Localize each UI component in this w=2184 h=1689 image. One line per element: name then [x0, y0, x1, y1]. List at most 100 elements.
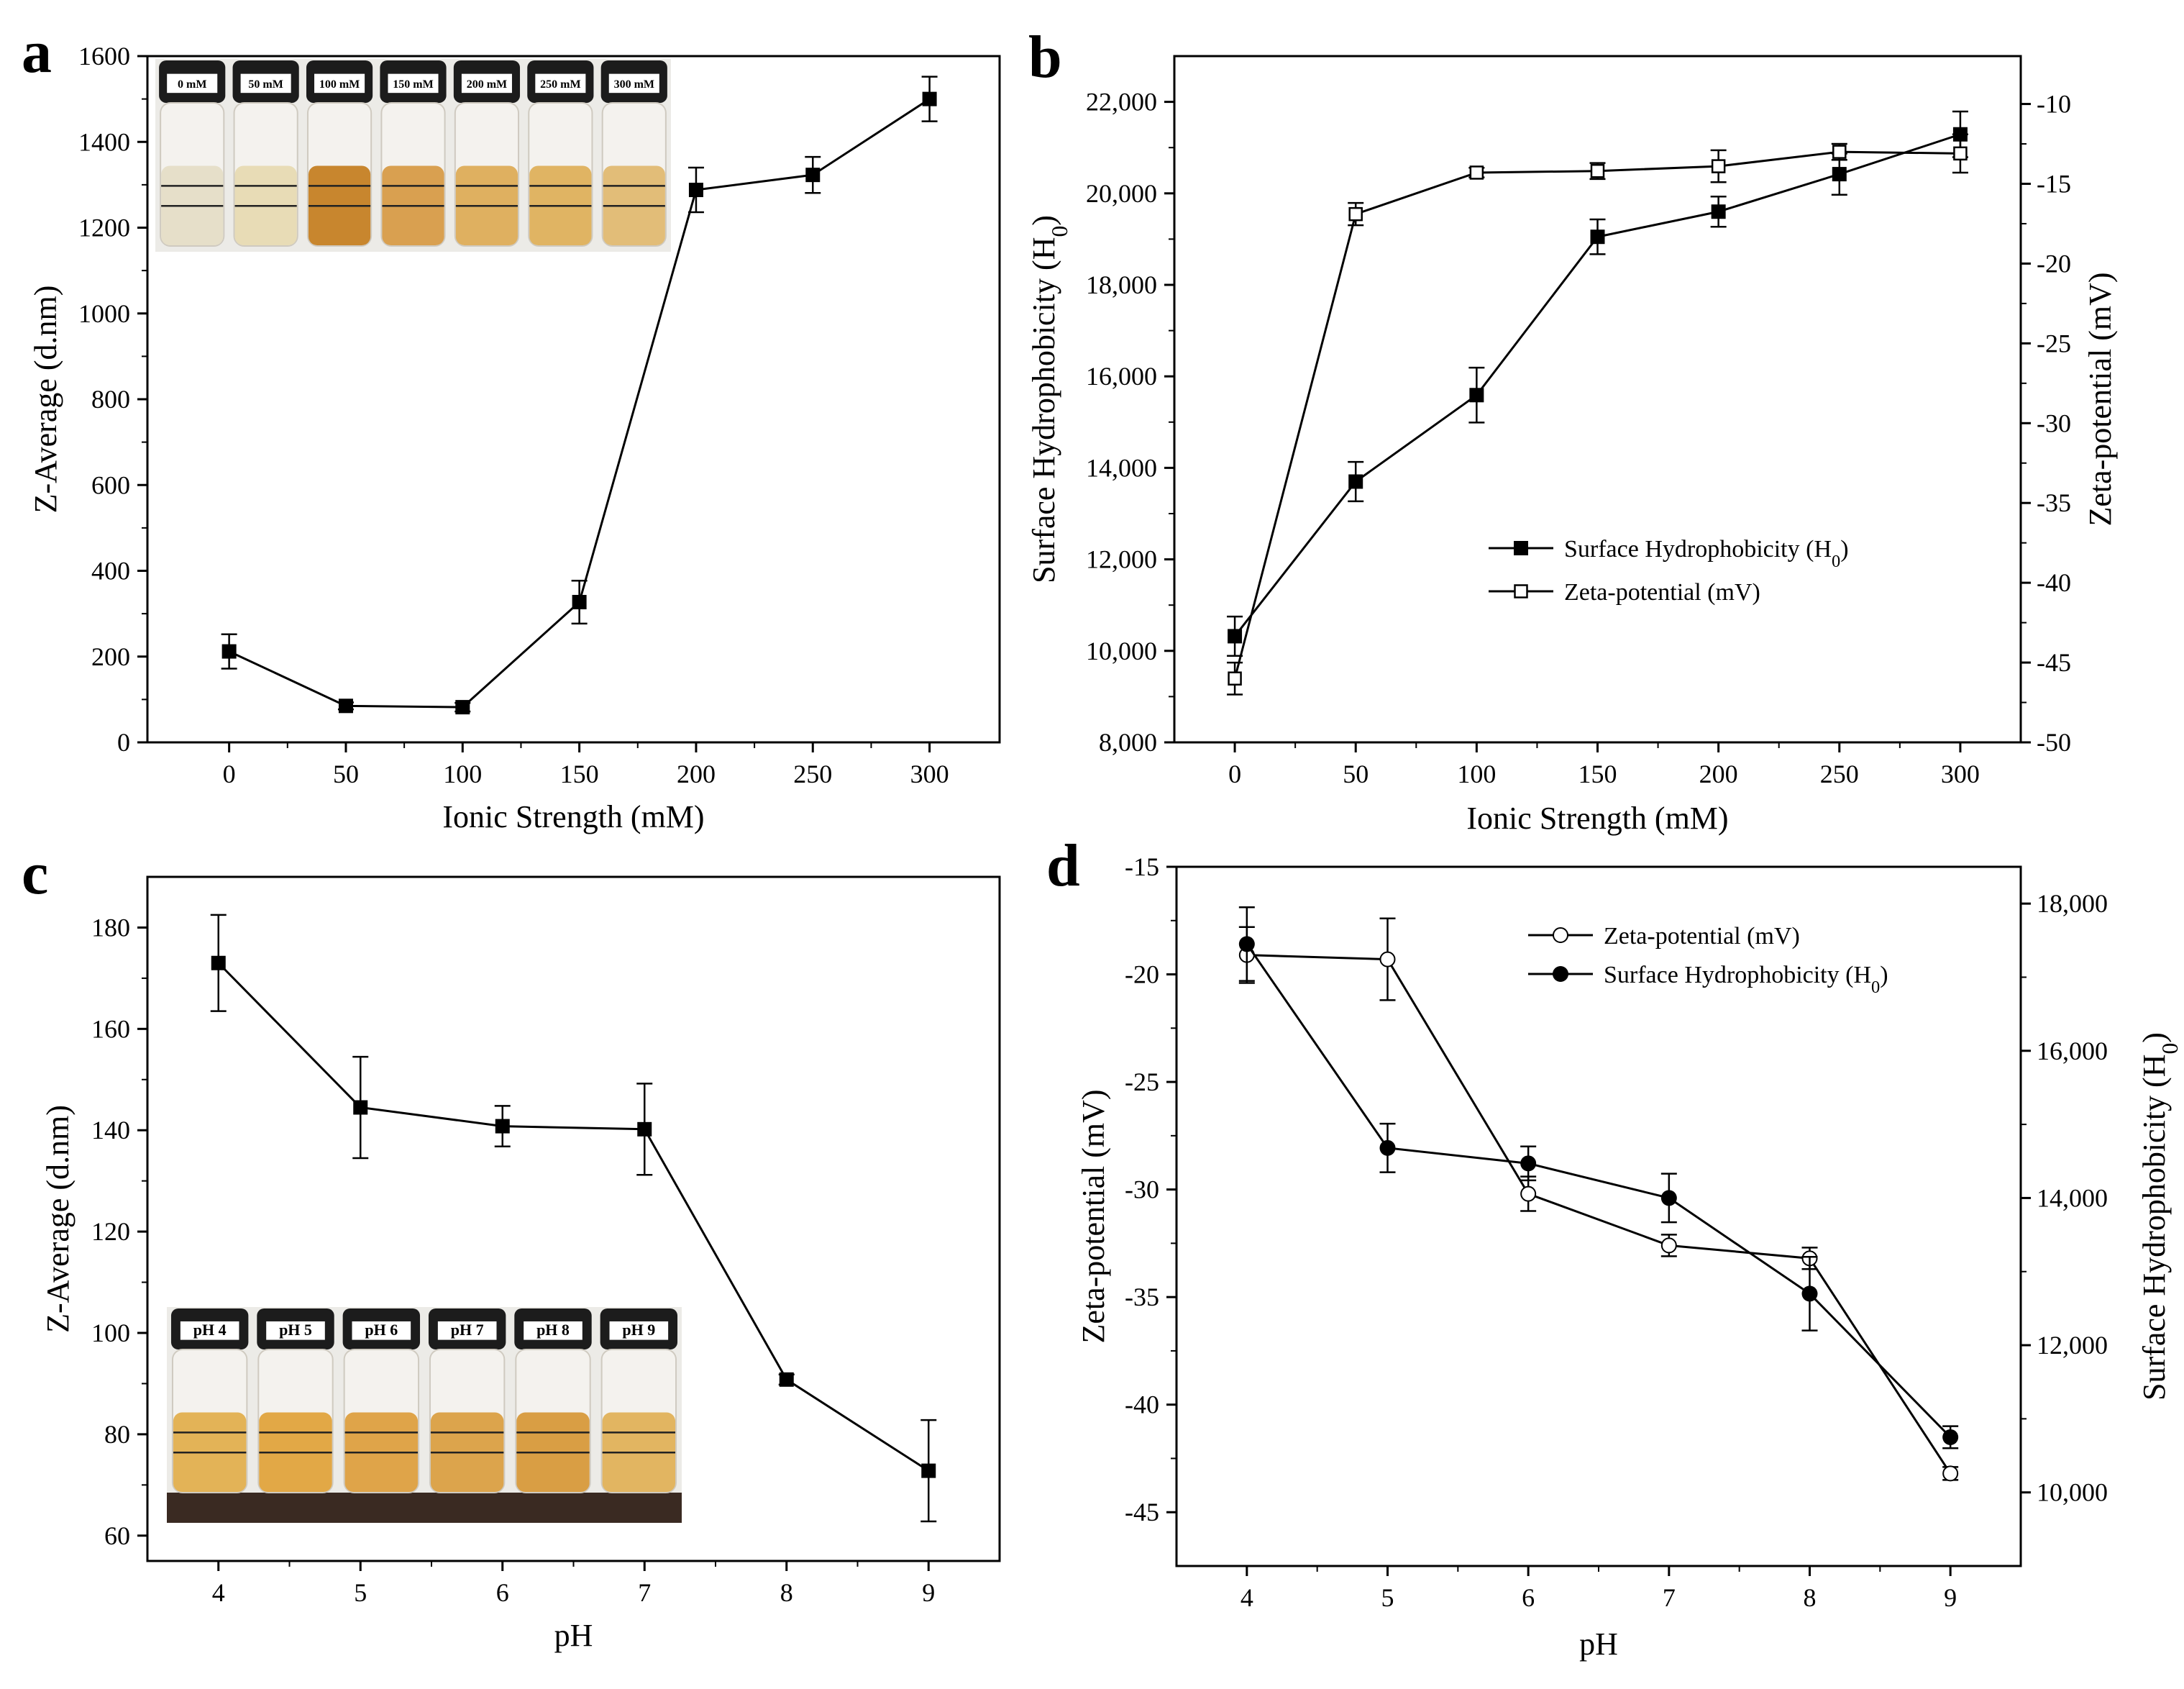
x-tick-label: 250	[1820, 760, 1859, 788]
data-point	[1379, 1139, 1396, 1156]
series-1	[210, 914, 937, 1523]
legend-marker	[1514, 541, 1528, 555]
y-tick-label: 1400	[78, 127, 130, 156]
x-tick-label: 4	[212, 1578, 225, 1607]
label-part: 0	[1047, 226, 1072, 237]
series-1	[1238, 917, 1959, 1482]
y2-tick-label: -20	[2037, 249, 2071, 278]
y2-tick-label: 18,000	[2037, 889, 2108, 918]
vial: 250 mM	[527, 60, 594, 247]
y-tick-label: -20	[1125, 960, 1159, 989]
chart-panel-a: 0 50 100 150 200 250 300 0 200 400 600 800 1000 1200 1…	[28, 42, 1001, 834]
y2-axis-title: Surface Hydrophobicity (H0)	[2137, 1032, 2183, 1401]
y2-tick-label: -25	[2037, 329, 2071, 358]
data-point	[779, 1372, 794, 1387]
vial: 300 mM	[600, 60, 667, 247]
x-tick-label: 6	[496, 1578, 509, 1607]
y-axis-title: Surface Hydrophobicity (H0)	[1026, 215, 1072, 583]
x-tick-label: 100	[1457, 760, 1496, 788]
x-tick-label: 200	[1699, 760, 1738, 788]
legend-marker	[1514, 584, 1528, 598]
y-tick-label: -35	[1125, 1283, 1159, 1311]
y2-tick-label: -35	[2037, 488, 2071, 517]
y2-tick-label: -45	[2037, 648, 2071, 677]
y2-tick-label: 14,000	[2037, 1183, 2108, 1212]
y-tick-label: 8,000	[1099, 728, 1157, 757]
y-tick-label: 180	[91, 913, 130, 942]
vial-label-sticker	[240, 73, 291, 94]
x-tick-label: 4	[1241, 1583, 1253, 1612]
chart-panel-c: 4 5 6 7 8 9 60 80 100 120 140 160 180 pH Z-Average (d.…	[40, 875, 1001, 1653]
panel-letter-d: d	[1046, 832, 1080, 899]
vial: 150 mM	[380, 60, 447, 247]
y2-tick-label: -10	[2037, 90, 2071, 119]
y-tick-label: 140	[91, 1116, 130, 1144]
data-point	[1590, 163, 1605, 178]
x-axis-title: Ionic Strength (mM)	[1466, 801, 1728, 836]
data-point	[1711, 159, 1726, 173]
vial-label: 100 mM	[319, 78, 360, 91]
x-tick-label: 200	[677, 760, 716, 788]
label-part: )	[2137, 1032, 2172, 1043]
y-tick-label: 10,000	[1086, 637, 1157, 665]
data-point	[1228, 629, 1243, 644]
y-tick-label: 16,000	[1086, 362, 1157, 391]
data-point	[1832, 167, 1847, 182]
vial-label: 250 mM	[540, 78, 580, 91]
y-axis-title: Zeta-potential (mV)	[1076, 1089, 1111, 1343]
data-point	[338, 698, 353, 714]
vial: 50 mM	[232, 60, 299, 247]
y-tick-label: 1600	[78, 42, 130, 70]
x-axis-title: pH	[1579, 1626, 1618, 1662]
data-point	[353, 1100, 368, 1115]
y-tick-label: 1200	[78, 214, 130, 242]
y-tick-label: 20,000	[1086, 179, 1157, 208]
data-point	[1469, 165, 1484, 180]
label-part: Surface Hydrophobicity (H	[1564, 536, 1832, 563]
legend: Surface Hydrophobicity (H0) Zeta-potentia…	[1489, 536, 1849, 606]
data-point	[211, 955, 226, 970]
y2-tick-label: 10,000	[2037, 1478, 2108, 1507]
y-tick-label: 100	[91, 1319, 130, 1347]
series-2	[1227, 133, 1968, 696]
y-tick-label: 80	[104, 1420, 130, 1449]
y-tick-label: 0	[117, 728, 130, 757]
chart-panel-b: 0 50 100 150 200 250 300 8,000 10,000 12,000 14,00…	[1026, 55, 2118, 836]
y-tick-label: 12,000	[1086, 545, 1157, 574]
x-tick-label: 50	[333, 760, 359, 788]
legend-entry: Surface Hydrophobicity (H0)	[1604, 962, 1888, 997]
vial: 200 mM	[453, 60, 521, 247]
y2-tick-label: -40	[2037, 568, 2071, 597]
inset-photo: pH 4 pH 5 pH 6 pH 7 pH 8 pH 9	[167, 1307, 682, 1523]
data-point	[922, 91, 937, 106]
x-tick-label: 8	[780, 1578, 793, 1607]
x-tick-label: 250	[793, 760, 832, 788]
y-tick-label: -15	[1125, 852, 1159, 881]
y-tick-label: -45	[1125, 1498, 1159, 1526]
vial: pH 8	[514, 1308, 592, 1493]
data-point	[1590, 229, 1605, 245]
label-part: )	[1026, 215, 1061, 226]
vial-label: pH 5	[279, 1321, 312, 1339]
x-tick-label: 7	[1663, 1583, 1676, 1612]
chart-panel-d: 4 5 6 7 8 9 -45 -40 -35 -30 -25 -20 -15 10,000 12,000 1…	[1076, 852, 2183, 1662]
vial: pH 4	[170, 1308, 249, 1493]
label-part: )	[1840, 536, 1848, 563]
inset-layer: 0 mM 50 mM 100 mM 150 mM 200 mM 250 mM 300 mM p…	[155, 59, 682, 1523]
vial-label: 150 mM	[393, 78, 433, 91]
vial-label: pH 4	[193, 1321, 227, 1339]
y-tick-label: 18,000	[1086, 270, 1157, 299]
label-part: Surface Hydrophobicity (H	[1604, 962, 1871, 988]
series-1	[221, 76, 938, 715]
label-part: 0	[1871, 978, 1880, 997]
vial-label-sticker	[180, 1321, 239, 1340]
data-point	[1660, 1237, 1677, 1254]
vial: 100 mM	[306, 60, 373, 247]
vial-label: 50 mM	[248, 78, 283, 91]
x-tick-label: 150	[1578, 760, 1617, 788]
vial: pH 9	[600, 1308, 678, 1493]
data-point	[1660, 1190, 1677, 1206]
inset-table	[167, 1493, 682, 1523]
data-point	[1469, 388, 1484, 403]
vial-label-sticker	[535, 73, 586, 94]
